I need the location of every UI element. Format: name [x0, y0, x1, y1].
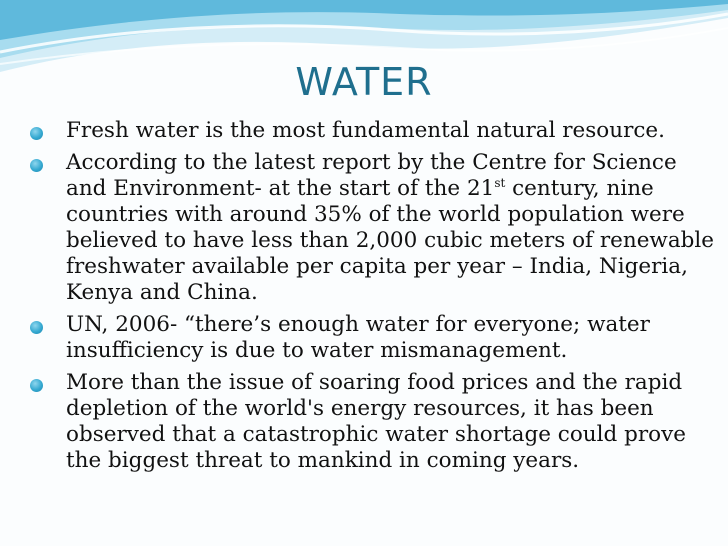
- decorative-wave-header: [0, 0, 728, 72]
- bullet-list: Fresh water is the most fundamental natu…: [30, 118, 720, 480]
- bullet-dot-icon: [30, 159, 43, 172]
- bullet-item: Fresh water is the most fundamental natu…: [30, 118, 720, 144]
- slide-title: WATER: [295, 60, 433, 104]
- bullet-dot-icon: [30, 379, 43, 392]
- bullet-dot-icon: [30, 321, 43, 334]
- bullet-text-part: According to the latest report by the Ce…: [66, 150, 677, 201]
- bullet-text-part: century, nine countries with around 35% …: [66, 176, 715, 305]
- bullet-item: UN, 2006- “there’s enough water for ever…: [30, 312, 720, 364]
- bullet-text: Fresh water is the most fundamental natu…: [66, 118, 665, 143]
- ordinal-superscript: st: [494, 175, 506, 190]
- bullet-item: More than the issue of soaring food pric…: [30, 370, 720, 474]
- bullet-dot-icon: [30, 127, 43, 140]
- bullet-text: UN, 2006- “there’s enough water for ever…: [66, 312, 650, 363]
- bullet-text: More than the issue of soaring food pric…: [66, 370, 686, 473]
- bullet-item: According to the latest report by the Ce…: [30, 150, 720, 306]
